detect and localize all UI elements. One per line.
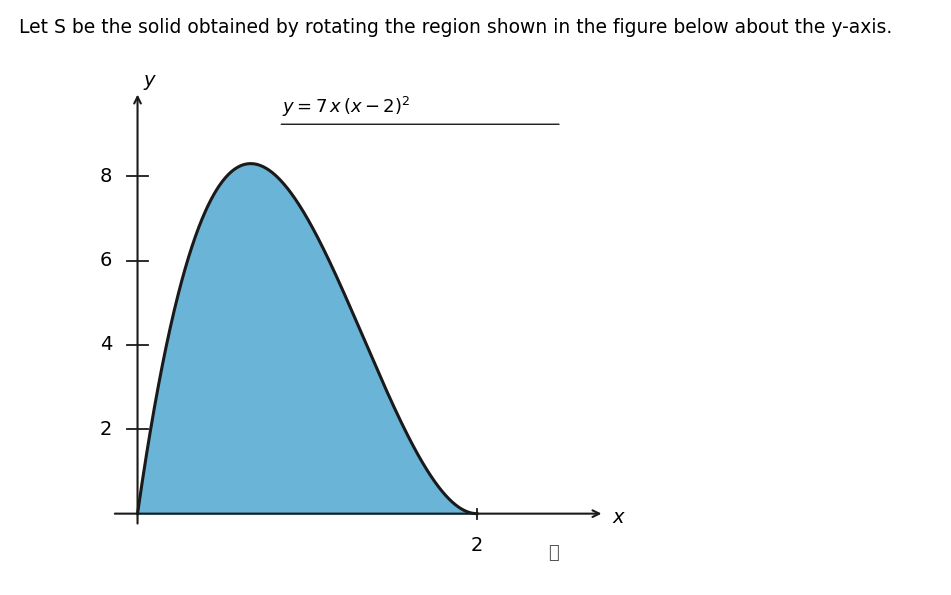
Text: 6: 6: [100, 251, 112, 270]
Text: y: y: [144, 71, 155, 90]
Text: ⓘ: ⓘ: [548, 544, 558, 562]
Text: Let S be the solid obtained by rotating the region shown in the figure below abo: Let S be the solid obtained by rotating …: [19, 18, 892, 37]
Text: 8: 8: [100, 167, 112, 186]
Text: 4: 4: [100, 336, 112, 355]
Text: $y = 7\,x\,(x - 2)^2$: $y = 7\,x\,(x - 2)^2$: [281, 95, 410, 119]
Text: x: x: [612, 508, 624, 527]
Text: 2: 2: [471, 536, 483, 555]
Text: 2: 2: [100, 419, 112, 439]
